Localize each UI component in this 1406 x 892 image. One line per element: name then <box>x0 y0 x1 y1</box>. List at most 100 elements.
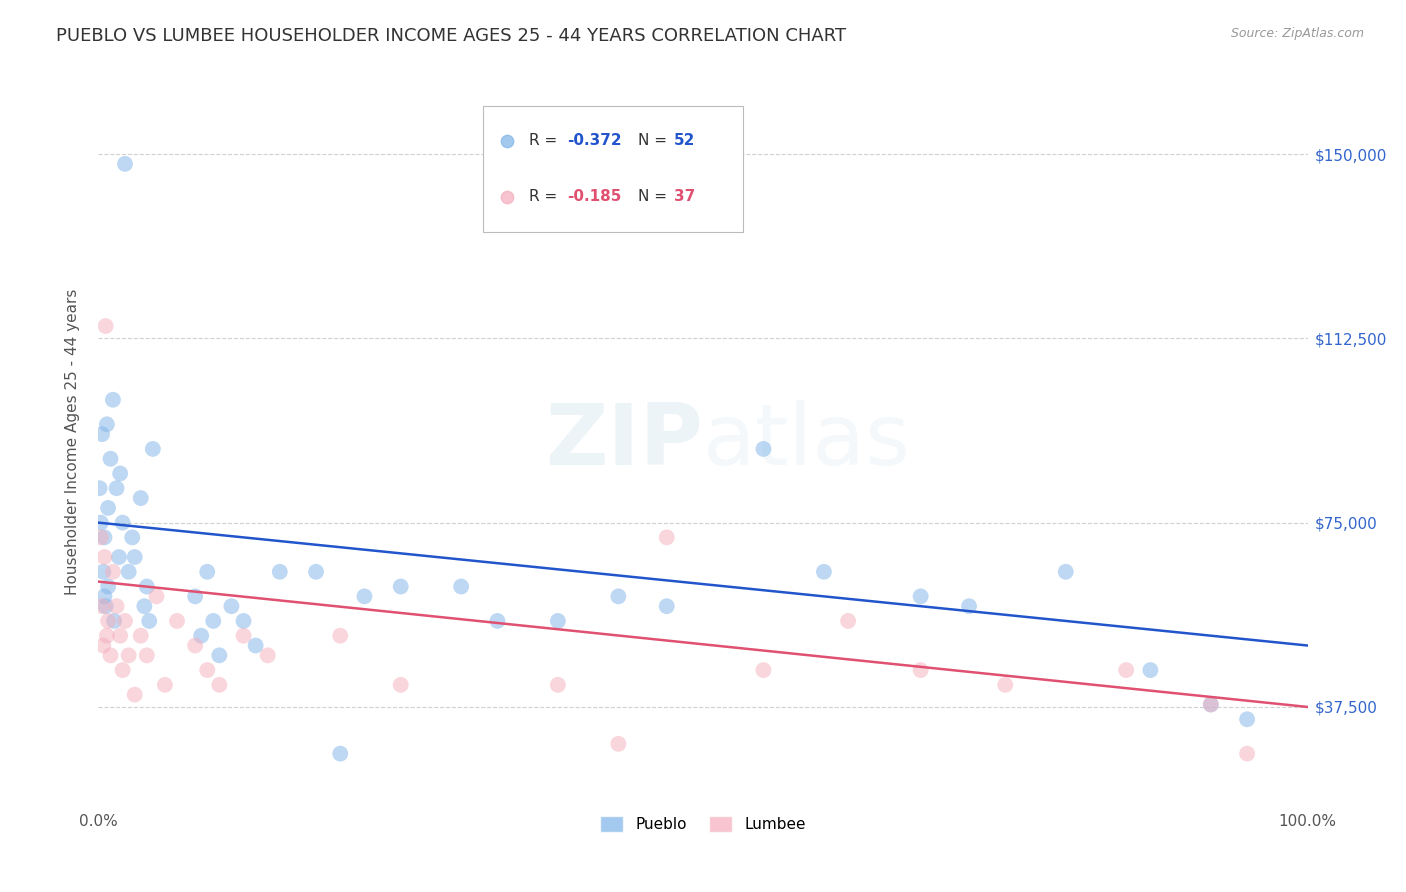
Point <box>100 451 122 466</box>
Text: R =: R = <box>529 134 562 148</box>
Point <box>305 565 328 579</box>
Point <box>607 737 630 751</box>
Point <box>910 663 932 677</box>
Point <box>153 678 176 692</box>
Point <box>190 629 212 643</box>
Point <box>108 467 131 481</box>
Point <box>90 516 112 530</box>
Text: atlas: atlas <box>703 400 911 483</box>
Point <box>450 580 472 594</box>
Point <box>121 530 143 544</box>
Point <box>389 678 412 692</box>
Point <box>208 648 231 663</box>
Point <box>129 491 152 505</box>
Point <box>1236 747 1258 761</box>
Text: R =: R = <box>529 189 562 204</box>
Point <box>101 392 124 407</box>
Point <box>93 549 115 564</box>
Point <box>329 629 352 643</box>
Point <box>232 614 254 628</box>
Point <box>114 157 136 171</box>
Point <box>496 884 519 892</box>
Text: 37: 37 <box>673 189 695 204</box>
Point <box>142 442 165 456</box>
Point <box>114 614 136 628</box>
Point <box>994 678 1017 692</box>
Point <box>184 590 207 604</box>
Point <box>97 580 120 594</box>
Point <box>93 530 115 544</box>
Point <box>94 599 117 614</box>
Point <box>245 639 267 653</box>
Point <box>957 599 980 614</box>
Text: N =: N = <box>638 134 672 148</box>
Point <box>138 614 160 628</box>
Point <box>108 629 131 643</box>
Point <box>96 417 118 432</box>
Point <box>111 516 134 530</box>
Point <box>389 580 412 594</box>
Point <box>166 614 188 628</box>
Point <box>1236 712 1258 726</box>
Point <box>486 614 509 628</box>
Point <box>97 500 120 515</box>
Point <box>100 648 122 663</box>
Point <box>221 599 243 614</box>
Point <box>96 629 118 643</box>
Point <box>232 629 254 643</box>
Point <box>101 565 124 579</box>
Text: 52: 52 <box>673 134 696 148</box>
Point <box>94 319 117 334</box>
Point <box>1199 698 1222 712</box>
Point <box>91 427 114 442</box>
Point <box>111 663 134 677</box>
Point <box>752 663 775 677</box>
Text: ZIP: ZIP <box>546 400 703 483</box>
Point <box>607 590 630 604</box>
Point <box>655 599 678 614</box>
Point <box>124 688 146 702</box>
Point <box>195 565 218 579</box>
Point <box>195 663 218 677</box>
Point <box>752 442 775 456</box>
Point <box>129 629 152 643</box>
Point <box>202 614 225 628</box>
Point <box>1199 698 1222 712</box>
Point <box>208 678 231 692</box>
Text: -0.185: -0.185 <box>568 189 621 204</box>
Point <box>655 530 678 544</box>
Text: Source: ZipAtlas.com: Source: ZipAtlas.com <box>1230 27 1364 40</box>
Point <box>118 648 141 663</box>
Point <box>105 481 128 495</box>
Point <box>124 549 146 564</box>
Point <box>547 678 569 692</box>
Point <box>91 599 114 614</box>
Point <box>256 648 278 663</box>
Point <box>547 614 569 628</box>
Point <box>89 481 111 495</box>
Point <box>118 565 141 579</box>
Text: PUEBLO VS LUMBEE HOUSEHOLDER INCOME AGES 25 - 44 YEARS CORRELATION CHART: PUEBLO VS LUMBEE HOUSEHOLDER INCOME AGES… <box>56 27 846 45</box>
Point <box>97 614 120 628</box>
Point <box>184 639 207 653</box>
Point <box>90 530 112 544</box>
Point <box>108 549 131 564</box>
FancyBboxPatch shape <box>482 105 742 232</box>
Point <box>93 590 115 604</box>
Point <box>145 590 167 604</box>
Point <box>1115 663 1137 677</box>
Point <box>329 747 352 761</box>
Point <box>91 639 114 653</box>
Point <box>353 590 375 604</box>
Legend: Pueblo, Lumbee: Pueblo, Lumbee <box>593 810 813 838</box>
Point <box>103 614 125 628</box>
Point <box>134 599 156 614</box>
Text: -0.372: -0.372 <box>568 134 623 148</box>
Point <box>910 590 932 604</box>
Point <box>813 565 835 579</box>
Point <box>269 565 291 579</box>
Point <box>1054 565 1077 579</box>
Point <box>135 648 157 663</box>
Text: N =: N = <box>638 189 672 204</box>
Point <box>837 614 859 628</box>
